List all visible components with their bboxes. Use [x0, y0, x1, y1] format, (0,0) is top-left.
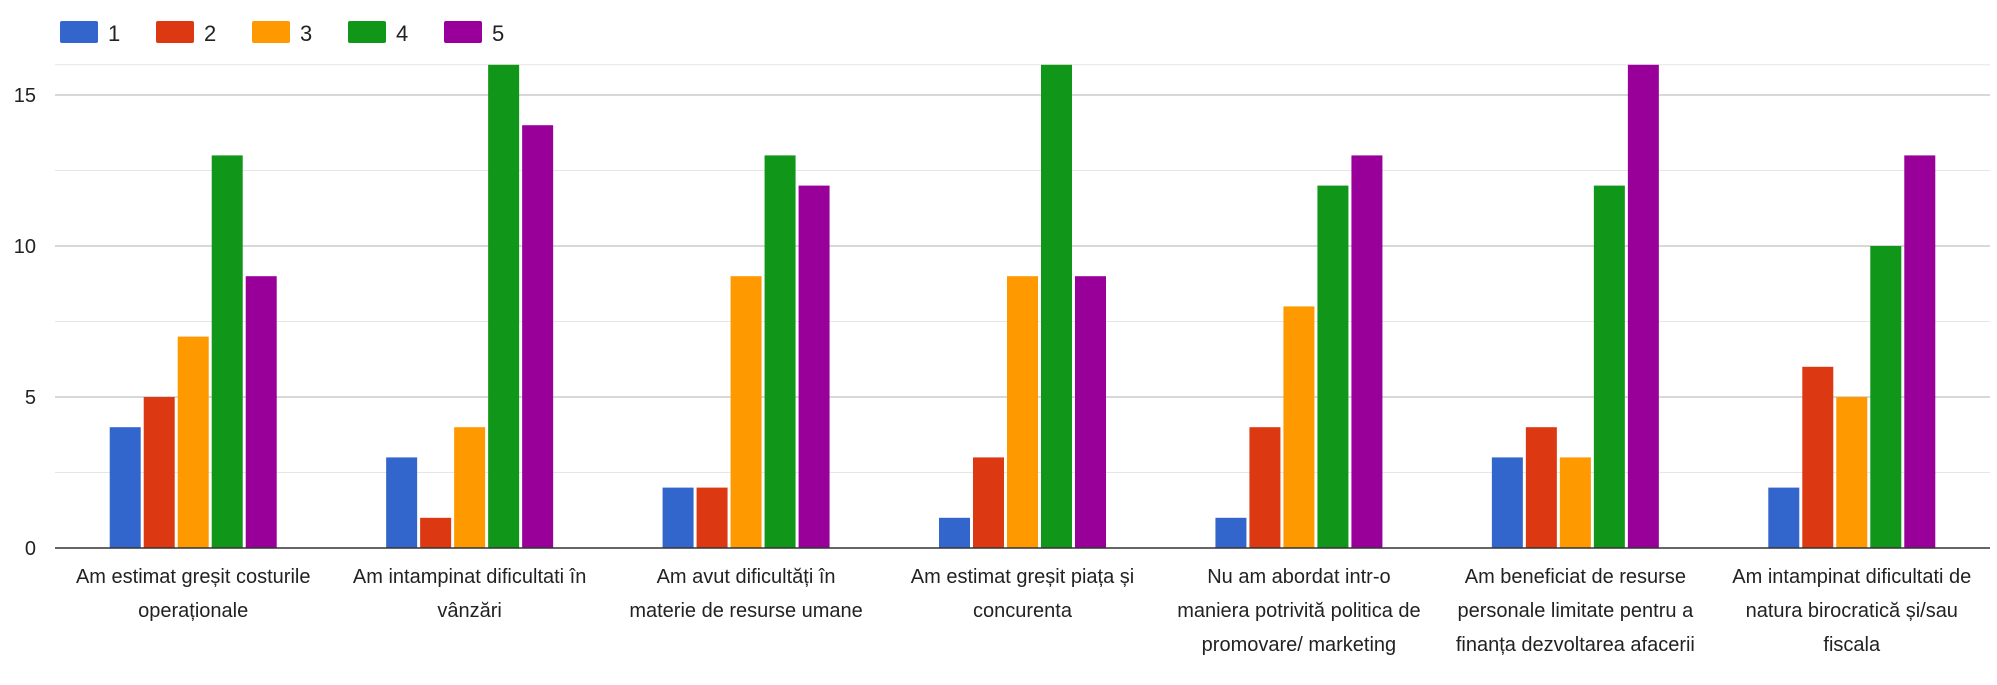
y-axis: 0 5 10 15 [14, 85, 36, 560]
x-tick-label: Am estimat greșit costurile [76, 566, 311, 588]
bar-series-3-cat-7 [1836, 397, 1868, 548]
bar-series-4-cat-6 [1593, 185, 1625, 548]
bars [109, 64, 1936, 549]
legend: 1 2 3 4 5 [60, 21, 504, 46]
bar-series-2-cat-3 [696, 487, 728, 548]
x-tick-label: Am intampinat dificultati în [353, 566, 586, 588]
y-tick-label: 15 [14, 85, 36, 107]
y-tick-label: 10 [14, 236, 36, 258]
bar-series-4-cat-3 [764, 155, 796, 548]
bar-series-2-cat-4 [973, 457, 1004, 548]
legend-swatch-1 [60, 21, 98, 43]
bar-series-1-cat-2 [386, 457, 418, 548]
bar-series-5-cat-5 [1351, 155, 1383, 548]
bar-series-1-cat-4 [939, 517, 970, 548]
x-tick-label: Nu am abordat intr-o [1207, 566, 1390, 588]
bar-series-2-cat-7 [1802, 366, 1834, 548]
bar-series-1-cat-1 [109, 427, 141, 548]
bar-series-5-cat-3 [798, 185, 830, 548]
gridlines [55, 64, 1990, 473]
bar-series-4-cat-4 [1041, 64, 1072, 549]
bar-series-4-cat-5 [1317, 185, 1349, 548]
legend-label-5: 5 [492, 21, 504, 46]
x-tick-label: finanța dezvoltarea afacerii [1456, 634, 1695, 656]
legend-swatch-4 [348, 21, 386, 43]
bar-series-1-cat-7 [1768, 487, 1800, 548]
bar-series-5-cat-1 [245, 276, 277, 548]
legend-swatch-2 [156, 21, 194, 43]
bar-series-2-cat-5 [1249, 427, 1281, 548]
bar-series-3-cat-1 [177, 336, 209, 548]
legend-swatch-5 [444, 21, 482, 43]
legend-swatch-3 [252, 21, 290, 43]
x-tick-label: personale limitate pentru a [1458, 600, 1695, 622]
legend-label-4: 4 [396, 21, 408, 46]
y-tick-label: 0 [25, 538, 36, 560]
x-tick-label: operaționale [138, 600, 248, 622]
legend-label-3: 3 [300, 21, 312, 46]
x-tick-label: vânzări [437, 600, 501, 622]
bar-series-4-cat-1 [211, 155, 243, 548]
x-tick-label: Am beneficiat de resurse [1465, 566, 1686, 588]
bar-series-5-cat-7 [1904, 155, 1936, 548]
x-tick-label: maniera potrivită politica de [1177, 600, 1420, 622]
x-tick-label: promovare/ marketing [1202, 634, 1397, 656]
bar-series-4-cat-7 [1870, 246, 1902, 548]
x-tick-label: Am avut dificultăți în [657, 566, 836, 588]
x-tick-label: fiscala [1823, 634, 1881, 656]
bar-series-3-cat-4 [1007, 276, 1038, 548]
bar-series-3-cat-2 [454, 427, 486, 548]
bar-series-1-cat-5 [1215, 517, 1247, 548]
bar-series-1-cat-3 [662, 487, 694, 548]
x-tick-label: natura birocratică și/sau [1746, 600, 1958, 622]
bar-series-3-cat-5 [1283, 306, 1315, 548]
bar-series-2-cat-1 [143, 397, 175, 548]
bar-series-3-cat-3 [730, 276, 762, 548]
x-tick-label: Am estimat greșit piața și [911, 566, 1134, 588]
x-axis: Am estimat greșit costurile operaționale A… [55, 547, 1990, 656]
legend-label-2: 2 [204, 21, 216, 46]
bar-series-2-cat-6 [1525, 427, 1557, 548]
bar-series-3-cat-6 [1559, 457, 1591, 548]
bar-series-5-cat-6 [1627, 64, 1659, 549]
bar-series-5-cat-2 [522, 125, 554, 548]
x-tick-label: materie de resurse umane [629, 600, 862, 622]
bar-series-5-cat-4 [1075, 276, 1106, 548]
y-tick-label: 5 [25, 387, 36, 409]
bar-series-1-cat-6 [1491, 457, 1523, 548]
x-tick-label: concurenta [973, 600, 1073, 622]
bar-series-4-cat-2 [488, 64, 520, 549]
bar-series-2-cat-2 [420, 517, 452, 548]
legend-label-1: 1 [108, 21, 120, 46]
x-tick-label: Am intampinat dificultati de [1732, 566, 1971, 588]
